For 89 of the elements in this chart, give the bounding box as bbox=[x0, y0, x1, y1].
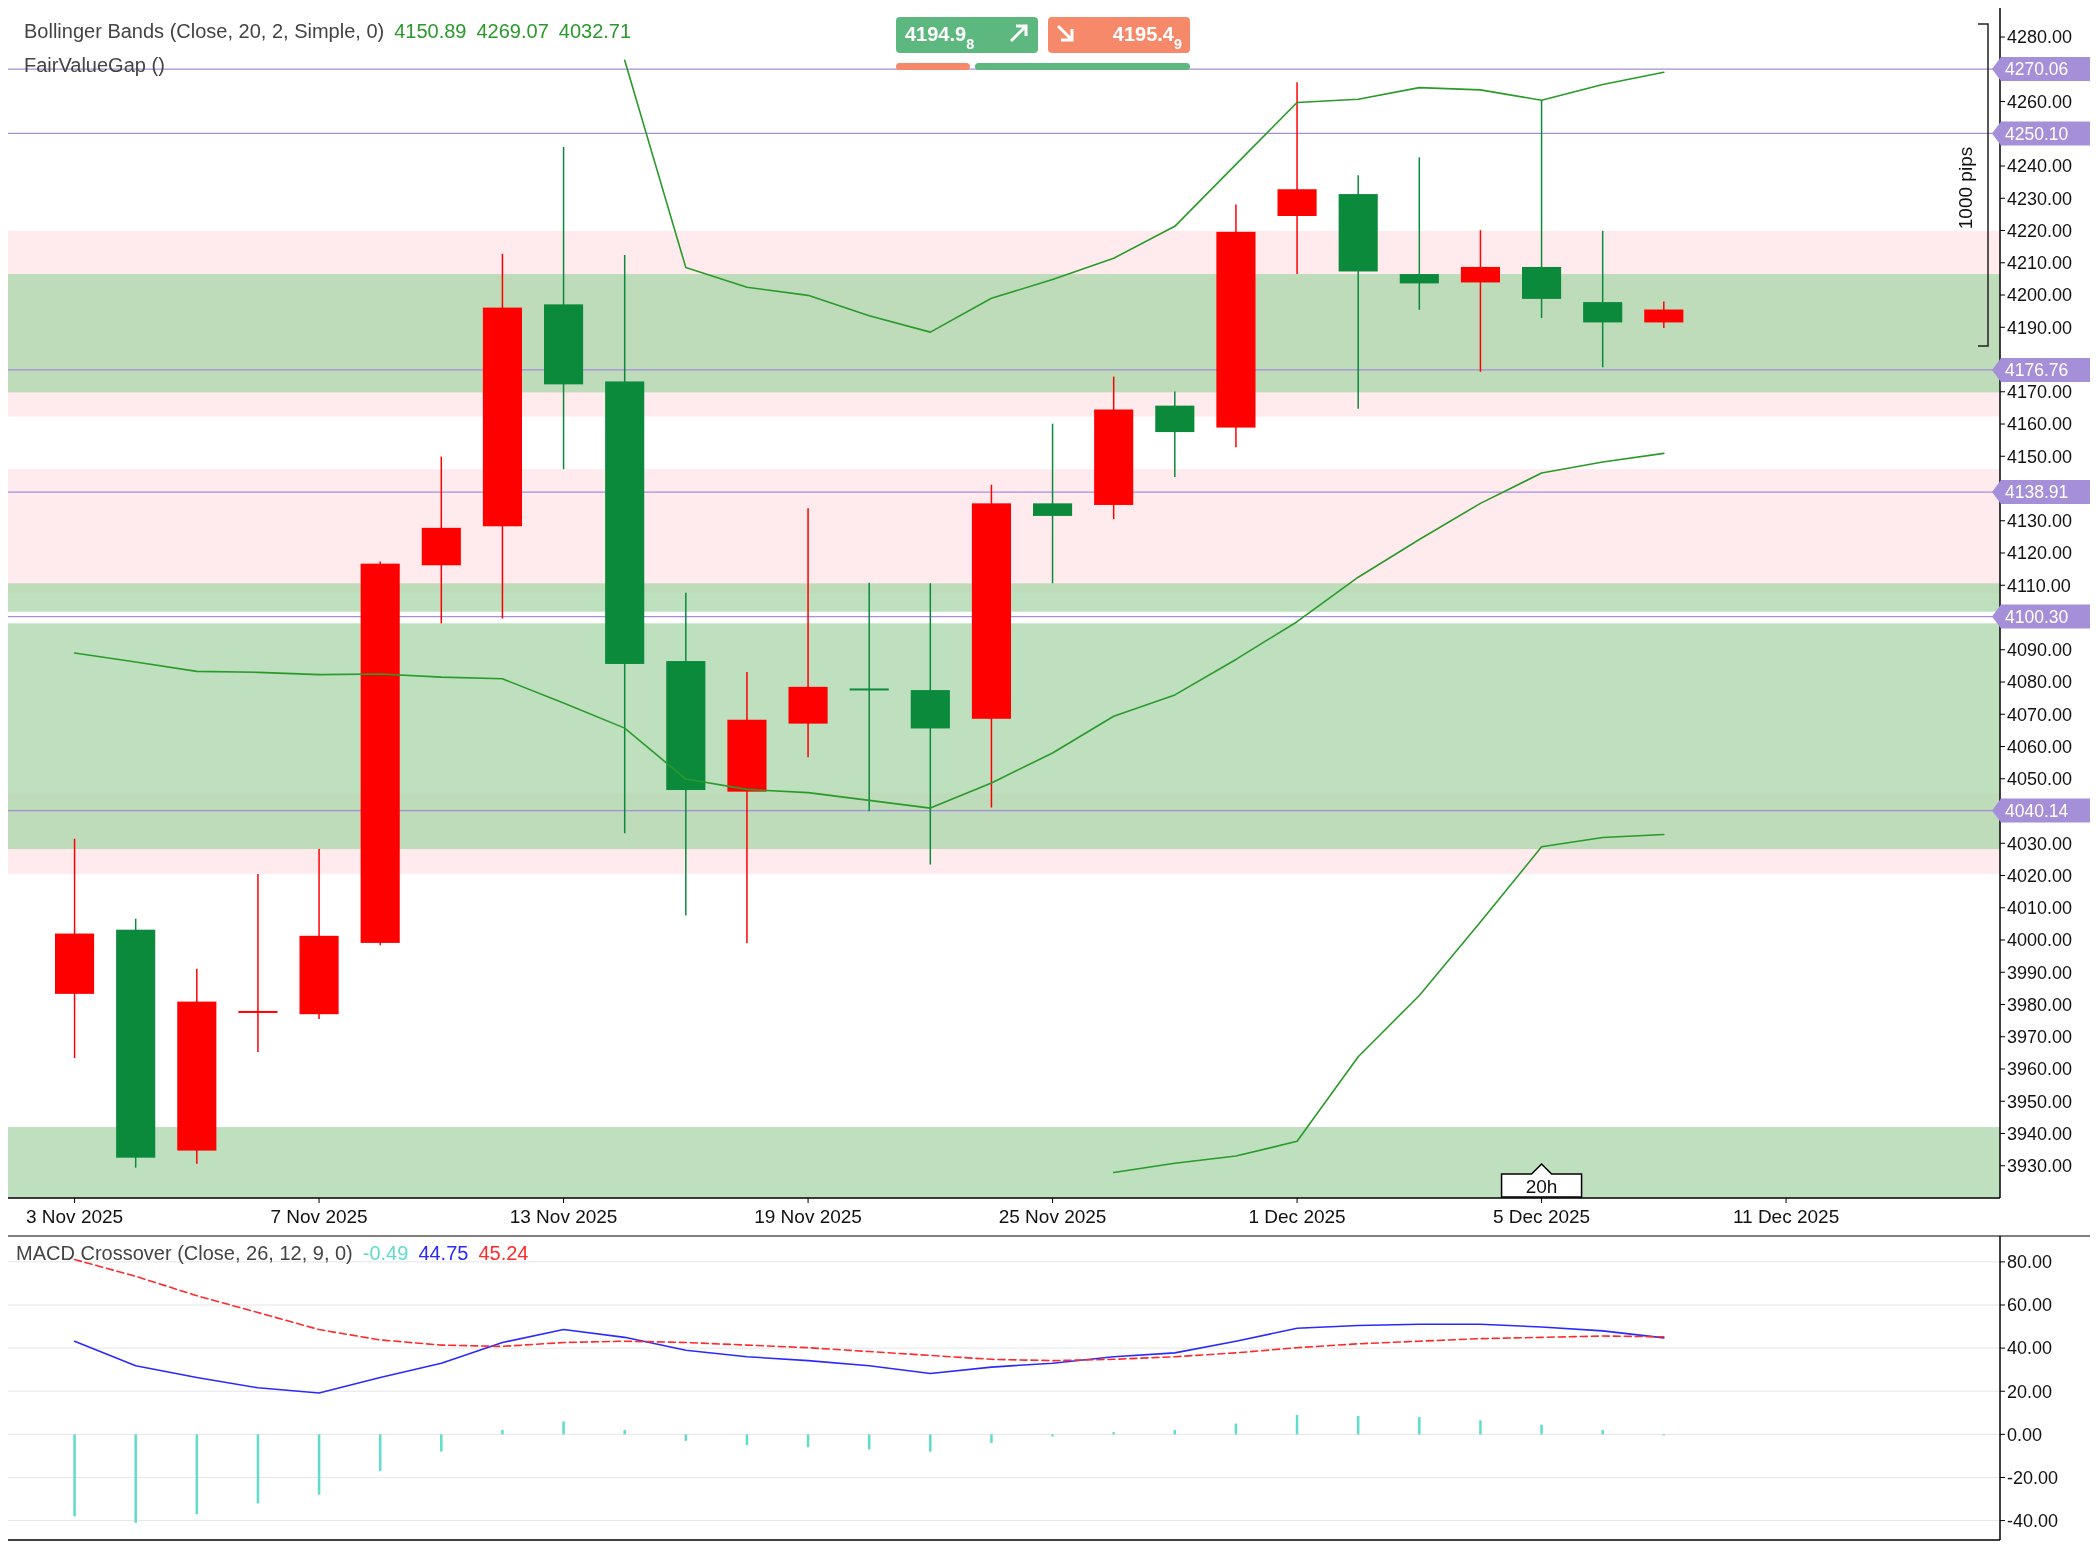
y-tick-label: 80.00 bbox=[2007, 1252, 2053, 1273]
x-tick-label: 13 Nov 2025 bbox=[509, 1206, 618, 1227]
y-tick-label: -20.00 bbox=[2007, 1467, 2059, 1488]
annotation: 4195.4$_{9}$ bbox=[1112, 23, 1182, 52]
y-tick-label: 4190.00 bbox=[2007, 317, 2073, 338]
y-tick-label: 3940.00 bbox=[2007, 1123, 2073, 1144]
candlestick bbox=[1399, 156, 1439, 311]
y-tick-label: 4230.00 bbox=[2007, 188, 2073, 209]
bar bbox=[1601, 1430, 1604, 1435]
x-tick-label: 19 Nov 2025 bbox=[754, 1206, 862, 1227]
bar bbox=[1051, 1434, 1054, 1437]
annotation: MACD Crossover (Close, 26, 12, 9, 0) bbox=[16, 1242, 353, 1264]
y-tick-label: 4170.00 bbox=[2007, 382, 2073, 403]
ref-line-label: 4270.06 bbox=[2005, 59, 2069, 80]
candlestick bbox=[1460, 229, 1500, 373]
bar bbox=[562, 1421, 565, 1435]
bar bbox=[623, 1430, 626, 1435]
annotation: 4032.71 bbox=[558, 20, 632, 42]
annotation: -0.49 bbox=[362, 1242, 409, 1264]
bar bbox=[73, 1434, 76, 1517]
bar bbox=[501, 1430, 504, 1435]
x-tick-label: 25 Nov 2025 bbox=[998, 1206, 1107, 1227]
ref-line-label: 4138.91 bbox=[2005, 482, 2069, 503]
x-tick-label: 11 Dec 2025 bbox=[1732, 1206, 1840, 1227]
annotation: 4194.9$_{8}$ bbox=[905, 23, 975, 52]
line-series bbox=[73, 1323, 1665, 1394]
y-tick-label: 4240.00 bbox=[2007, 156, 2073, 177]
y-tick-label: 4000.00 bbox=[2007, 930, 2073, 951]
price-tag: 4195.4$_{9}$ bbox=[1048, 17, 1190, 53]
line-series bbox=[1112, 833, 1665, 1174]
y-tick-label: 3960.00 bbox=[2007, 1059, 2073, 1080]
y-tick-label: 4160.00 bbox=[2007, 414, 2073, 435]
y-tick-label: 4200.00 bbox=[2007, 285, 2073, 306]
y-tick-label: 4020.00 bbox=[2007, 865, 2073, 886]
x-tick-label: 7 Nov 2025 bbox=[270, 1206, 368, 1227]
y-tick-label: 60.00 bbox=[2007, 1295, 2053, 1316]
ref-line-label: 4176.76 bbox=[2005, 360, 2069, 381]
bar bbox=[929, 1434, 932, 1452]
y-tick-label: 4110.00 bbox=[2007, 575, 2071, 596]
y-tick-label: 4090.00 bbox=[2007, 640, 2073, 661]
annotation: 1000 pips bbox=[1955, 146, 1976, 230]
x-tick-label: 3 Nov 2025 bbox=[25, 1206, 124, 1227]
bar bbox=[990, 1434, 993, 1443]
y-tick-label: 0.00 bbox=[2007, 1424, 2043, 1445]
y-tick-label: 4220.00 bbox=[2007, 220, 2073, 241]
line-series bbox=[73, 452, 1665, 809]
bar bbox=[1418, 1417, 1421, 1435]
y-tick-label: 4120.00 bbox=[2007, 543, 2073, 564]
y-tick-label: 3980.00 bbox=[2007, 994, 2073, 1015]
y-tick-label: 4050.00 bbox=[2007, 769, 2073, 790]
y-tick-label: 20.00 bbox=[2007, 1381, 2053, 1402]
bar bbox=[134, 1434, 137, 1523]
y-tick-label: 4210.00 bbox=[2007, 253, 2073, 274]
line-series bbox=[623, 59, 1665, 333]
y-tick-label: 3930.00 bbox=[2007, 1156, 2073, 1177]
y-tick-label: 4030.00 bbox=[2007, 833, 2073, 854]
y-tick-label: 4260.00 bbox=[2007, 91, 2073, 112]
y-tick-label: 3950.00 bbox=[2007, 1091, 2073, 1112]
y-tick-label: 4010.00 bbox=[2007, 898, 2073, 919]
candlestick bbox=[849, 581, 889, 813]
y-tick-label: 4060.00 bbox=[2007, 736, 2073, 757]
bar bbox=[1112, 1432, 1115, 1435]
ref-line-label: 4250.10 bbox=[2005, 123, 2069, 144]
annotation: 4150.89 bbox=[394, 20, 467, 42]
annotation: 44.75 bbox=[418, 1242, 469, 1264]
bar bbox=[1479, 1420, 1482, 1435]
y-tick-label: 3970.00 bbox=[2007, 1027, 2073, 1048]
x-tick-label: 5 Dec 2025 bbox=[1492, 1206, 1591, 1227]
x-tick-label: 1 Dec 2025 bbox=[1248, 1206, 1346, 1227]
ref-line-label: 4100.30 bbox=[2005, 606, 2069, 627]
y-tick-label: 4070.00 bbox=[2007, 704, 2073, 725]
annotation: 4269.07 bbox=[476, 20, 549, 42]
annotation: FairValueGap () bbox=[24, 54, 165, 76]
bar bbox=[440, 1434, 443, 1452]
y-tick-label: 4130.00 bbox=[2007, 511, 2073, 532]
candlestick bbox=[238, 873, 278, 1053]
y-tick-label: 4080.00 bbox=[2007, 672, 2073, 693]
annotation: 20h bbox=[1525, 1176, 1558, 1197]
price-tag: 4194.9$_{8}$ bbox=[896, 17, 1038, 53]
annotation: 45.24 bbox=[478, 1242, 529, 1264]
candlestick bbox=[1033, 422, 1073, 585]
y-tick-label: 3990.00 bbox=[2007, 962, 2073, 983]
y-tick-label: 4150.00 bbox=[2007, 446, 2073, 467]
y-tick-label: -40.00 bbox=[2007, 1510, 2059, 1531]
annotation: Bollinger Bands (Close, 20, 2, Simple, 0) bbox=[24, 20, 385, 42]
y-tick-label: 40.00 bbox=[2007, 1338, 2053, 1359]
ref-line-label: 4040.14 bbox=[2005, 800, 2069, 821]
bar bbox=[1540, 1424, 1543, 1435]
y-tick-label: 4280.00 bbox=[2007, 27, 2073, 48]
